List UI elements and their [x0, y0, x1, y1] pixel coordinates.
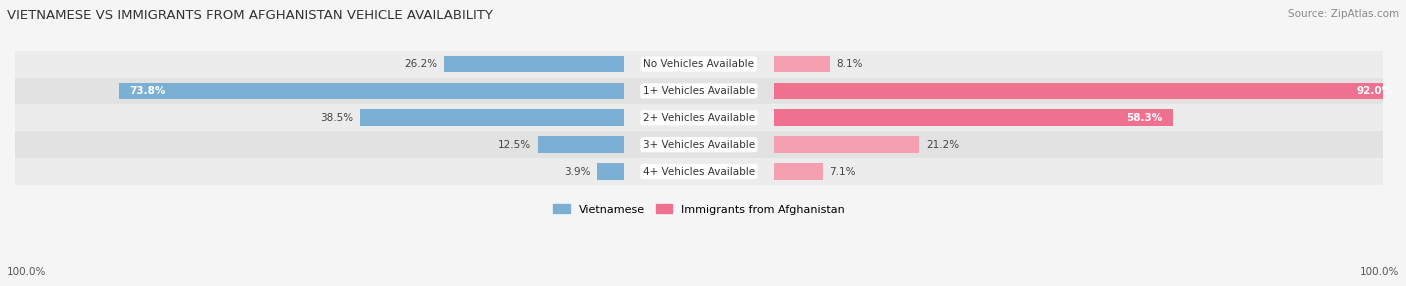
- Text: 38.5%: 38.5%: [321, 113, 353, 123]
- Legend: Vietnamese, Immigrants from Afghanistan: Vietnamese, Immigrants from Afghanistan: [548, 200, 849, 219]
- Text: No Vehicles Available: No Vehicles Available: [644, 59, 755, 69]
- Text: 100.0%: 100.0%: [1360, 267, 1399, 277]
- Bar: [598, 163, 624, 180]
- Bar: [538, 136, 624, 153]
- Text: 4+ Vehicles Available: 4+ Vehicles Available: [643, 166, 755, 176]
- Bar: [775, 56, 830, 72]
- Bar: [775, 163, 823, 180]
- Text: 2+ Vehicles Available: 2+ Vehicles Available: [643, 113, 755, 123]
- Text: 8.1%: 8.1%: [837, 59, 863, 69]
- Bar: [15, 51, 1384, 78]
- Text: 100.0%: 100.0%: [7, 267, 46, 277]
- Text: 21.2%: 21.2%: [927, 140, 959, 150]
- Bar: [15, 104, 1384, 131]
- Text: Source: ZipAtlas.com: Source: ZipAtlas.com: [1288, 9, 1399, 19]
- Text: 73.8%: 73.8%: [129, 86, 166, 96]
- Text: 92.0%: 92.0%: [1357, 86, 1393, 96]
- Text: VIETNAMESE VS IMMIGRANTS FROM AFGHANISTAN VEHICLE AVAILABILITY: VIETNAMESE VS IMMIGRANTS FROM AFGHANISTA…: [7, 9, 494, 21]
- Bar: [15, 78, 1384, 104]
- Text: 58.3%: 58.3%: [1126, 113, 1163, 123]
- Bar: [15, 158, 1384, 185]
- Bar: [444, 56, 624, 72]
- Text: 26.2%: 26.2%: [405, 59, 437, 69]
- Text: 3+ Vehicles Available: 3+ Vehicles Available: [643, 140, 755, 150]
- Bar: [360, 110, 624, 126]
- Bar: [120, 83, 624, 99]
- Text: 3.9%: 3.9%: [564, 166, 591, 176]
- Bar: [775, 136, 920, 153]
- Text: 1+ Vehicles Available: 1+ Vehicles Available: [643, 86, 755, 96]
- Bar: [775, 110, 1173, 126]
- Bar: [775, 83, 1403, 99]
- Text: 12.5%: 12.5%: [498, 140, 531, 150]
- Bar: [15, 131, 1384, 158]
- Text: 7.1%: 7.1%: [830, 166, 856, 176]
